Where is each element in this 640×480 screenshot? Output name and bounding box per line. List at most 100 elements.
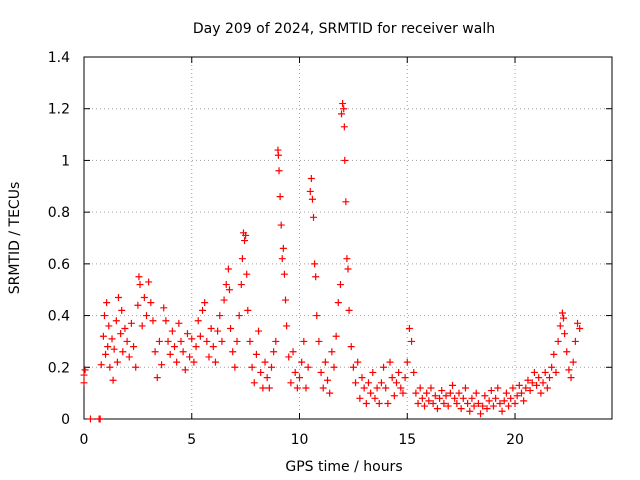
data-point bbox=[345, 306, 353, 314]
data-point bbox=[408, 337, 416, 345]
data-point bbox=[166, 350, 174, 358]
data-point bbox=[145, 278, 153, 286]
data-point bbox=[418, 394, 426, 402]
data-point bbox=[153, 374, 161, 382]
data-point bbox=[442, 392, 450, 400]
data-point bbox=[205, 353, 213, 361]
data-point bbox=[274, 151, 282, 159]
data-point bbox=[164, 337, 172, 345]
data-point bbox=[444, 402, 452, 410]
data-point bbox=[468, 394, 476, 402]
data-point bbox=[125, 353, 133, 361]
data-point bbox=[369, 368, 377, 376]
data-point bbox=[96, 415, 104, 423]
data-point bbox=[287, 379, 295, 387]
data-point bbox=[119, 348, 127, 356]
data-point bbox=[565, 366, 573, 374]
data-point bbox=[474, 399, 482, 407]
data-point bbox=[108, 335, 116, 343]
data-point bbox=[315, 337, 323, 345]
data-point bbox=[438, 387, 446, 395]
data-point bbox=[86, 415, 94, 423]
data-point bbox=[498, 407, 506, 415]
data-point bbox=[338, 110, 346, 118]
data-point bbox=[552, 368, 560, 376]
data-point bbox=[300, 337, 308, 345]
data-point bbox=[556, 322, 564, 330]
data-point bbox=[241, 237, 249, 245]
data-point bbox=[505, 402, 513, 410]
data-point bbox=[306, 187, 314, 195]
data-point bbox=[235, 312, 243, 320]
data-point bbox=[479, 402, 487, 410]
data-point bbox=[539, 379, 547, 387]
data-point bbox=[186, 353, 194, 361]
data-point bbox=[403, 358, 411, 366]
data-point bbox=[330, 363, 338, 371]
data-point bbox=[535, 374, 543, 382]
data-point bbox=[524, 376, 532, 384]
y-axis-label: SRMTID / TECUs bbox=[7, 182, 23, 295]
data-point bbox=[296, 374, 304, 382]
data-point bbox=[397, 384, 405, 392]
data-point bbox=[112, 317, 120, 325]
data-point bbox=[500, 397, 508, 405]
data-point bbox=[220, 296, 228, 304]
data-point bbox=[541, 368, 549, 376]
data-point bbox=[477, 410, 485, 418]
data-points bbox=[80, 100, 584, 423]
data-point bbox=[255, 327, 263, 335]
data-point bbox=[114, 293, 122, 301]
x-tick-label: 20 bbox=[506, 432, 524, 448]
data-point bbox=[177, 337, 185, 345]
y-tick-label: 0 bbox=[61, 412, 70, 428]
data-point bbox=[203, 337, 211, 345]
data-point bbox=[554, 337, 562, 345]
data-point bbox=[332, 332, 340, 340]
data-point bbox=[550, 350, 558, 358]
data-point bbox=[375, 399, 383, 407]
data-point bbox=[377, 379, 385, 387]
data-point bbox=[485, 397, 493, 405]
data-point bbox=[431, 392, 439, 400]
data-point bbox=[272, 337, 280, 345]
data-point bbox=[451, 394, 459, 402]
data-point bbox=[392, 379, 400, 387]
data-point bbox=[192, 343, 200, 351]
data-point bbox=[142, 312, 150, 320]
data-point bbox=[522, 384, 530, 392]
data-point bbox=[342, 198, 350, 206]
data-point bbox=[211, 358, 219, 366]
data-point bbox=[118, 306, 126, 314]
data-point bbox=[162, 317, 170, 325]
data-point bbox=[410, 368, 418, 376]
data-point bbox=[207, 325, 215, 332]
data-point bbox=[151, 348, 159, 356]
data-point bbox=[364, 379, 372, 387]
data-point bbox=[293, 384, 301, 392]
data-point bbox=[530, 368, 538, 376]
data-point bbox=[283, 322, 291, 330]
data-point bbox=[233, 337, 241, 345]
data-point bbox=[421, 402, 429, 410]
data-point bbox=[436, 394, 444, 402]
data-point bbox=[259, 384, 267, 392]
data-point bbox=[328, 348, 336, 356]
data-point bbox=[528, 379, 536, 387]
data-point bbox=[291, 368, 299, 376]
x-tick-label: 15 bbox=[398, 432, 416, 448]
data-point bbox=[453, 399, 461, 407]
data-point bbox=[265, 384, 273, 392]
data-point bbox=[229, 348, 237, 356]
data-point bbox=[349, 363, 357, 371]
data-point bbox=[183, 330, 191, 338]
data-point bbox=[160, 304, 168, 312]
data-point bbox=[244, 306, 252, 314]
data-point bbox=[175, 319, 183, 327]
data-point bbox=[80, 379, 88, 387]
data-point bbox=[334, 299, 342, 307]
data-point bbox=[102, 350, 110, 358]
data-point bbox=[384, 399, 392, 407]
data-point bbox=[425, 397, 433, 405]
